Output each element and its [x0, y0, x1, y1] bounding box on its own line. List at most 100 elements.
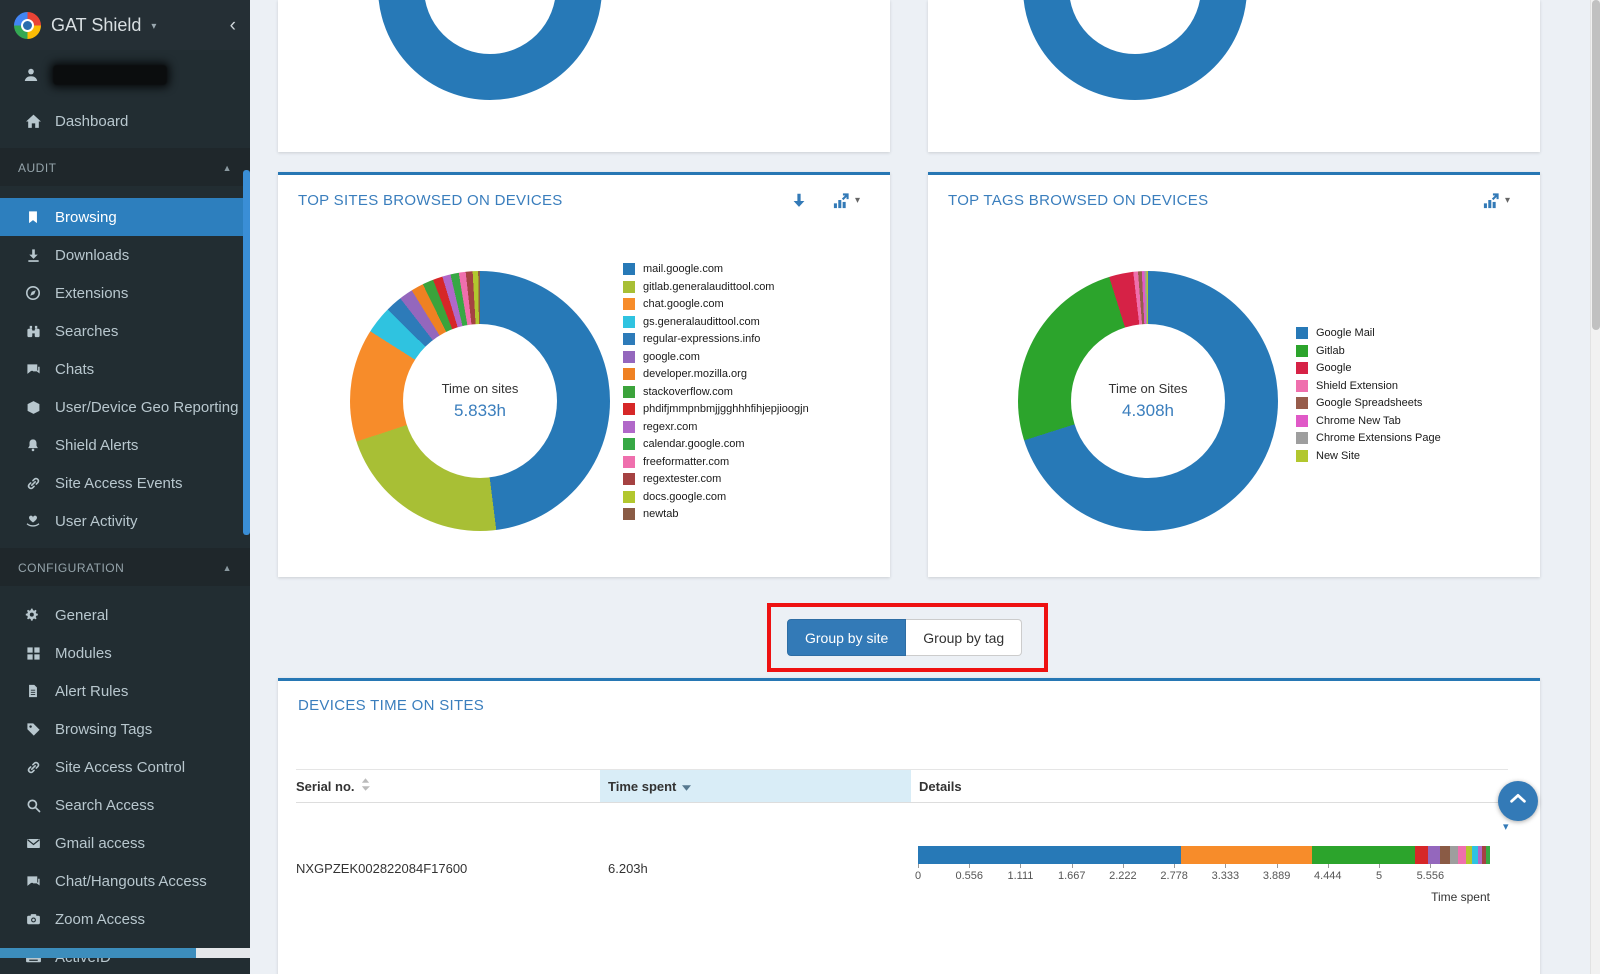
sidebar-item-chats[interactable]: Chats	[0, 350, 250, 388]
sidebar-item-alert-rules[interactable]: Alert Rules	[0, 672, 250, 710]
legend-item[interactable]: freeformatter.com	[623, 455, 809, 468]
donut-center-value: 4.308h	[1122, 401, 1174, 420]
bar-segment[interactable]	[1485, 846, 1490, 864]
legend-item[interactable]: gitlab.generalaudittool.com	[623, 280, 809, 293]
legend-swatch	[1296, 432, 1308, 444]
table-row[interactable]: NXGPZEK002822084F17600 6.203h 0 0.556 1.11…	[296, 803, 1508, 974]
bar-segment[interactable]	[1180, 846, 1312, 864]
caret-down-icon[interactable]: ▾	[854, 195, 860, 206]
devices-table: Serial no. Time spent Details	[296, 769, 1508, 974]
legend-item[interactable]: regexr.com	[623, 420, 809, 433]
sidebar-item-user-activity[interactable]: User Activity	[0, 502, 250, 540]
legend-item[interactable]: Google Spreadsheets	[1296, 397, 1441, 409]
legend-item[interactable]: Chrome Extensions Page	[1296, 432, 1441, 444]
legend-item[interactable]: google.com	[623, 350, 809, 363]
bar-segment[interactable]	[1477, 846, 1483, 864]
sidebar-item-modules[interactable]: Modules	[0, 634, 250, 672]
legend-item[interactable]: newtab	[623, 508, 809, 520]
legend-label: Gitlab	[1316, 344, 1345, 357]
legend-item[interactable]: mail.google.com	[623, 263, 809, 275]
legend-item[interactable]: calendar.google.com	[623, 438, 809, 450]
sidebar-item-downloads[interactable]: Downloads	[0, 236, 250, 274]
sidebar-item-label: Extensions	[55, 284, 129, 302]
sidebar-item-searches[interactable]: Searches	[0, 312, 250, 350]
legend-item[interactable]: docs.google.com	[623, 490, 809, 503]
axis-tick-mark	[918, 864, 919, 868]
legend-item[interactable]: developer.mozilla.org	[623, 368, 809, 380]
chat-icon	[24, 874, 42, 889]
sidebar-item-site-access-control[interactable]: Site Access Control	[0, 748, 250, 786]
sidebar-item-general[interactable]: General	[0, 596, 250, 634]
export-chart-icon[interactable]	[1482, 191, 1501, 210]
sidebar-item-gmail-access[interactable]: Gmail access	[0, 824, 250, 862]
bar-segment[interactable]	[1482, 846, 1486, 864]
audit-nav-list: Browsing Downloads Extensions Searches Chats…	[0, 198, 250, 540]
bar-segment[interactable]	[1458, 846, 1466, 864]
legend-item[interactable]: Google Mail	[1296, 327, 1441, 339]
bar-segment[interactable]	[1427, 846, 1440, 864]
bar-segment[interactable]	[1472, 846, 1478, 864]
partial-donut-chart[interactable]	[378, 0, 602, 100]
legend-item[interactable]: Chrome New Tab	[1296, 414, 1441, 427]
sidebar-vertical-scrollbar[interactable]	[243, 170, 250, 535]
legend-item[interactable]: stackoverflow.com	[623, 385, 809, 398]
legend-label: regular-expressions.info	[643, 333, 761, 345]
caret-down-icon[interactable]: ▾	[1504, 195, 1510, 206]
sidebar-user[interactable]	[0, 50, 250, 96]
brand-title[interactable]: GAT Shield	[51, 14, 142, 35]
axis-tick-label: 3.889	[1262, 870, 1291, 882]
download-icon[interactable]	[790, 192, 808, 210]
legend-item[interactable]: Gitlab	[1296, 344, 1441, 357]
caret-down-icon[interactable]: ▾	[1503, 821, 1509, 833]
sidebar-section-audit[interactable]: AUDIT ▲	[0, 148, 250, 186]
bar-segment[interactable]	[1439, 846, 1451, 864]
sidebar-section-configuration[interactable]: CONFIGURATION ▲	[0, 548, 250, 586]
sidebar-collapse-icon[interactable]: ‹	[229, 14, 236, 36]
legend-item[interactable]: regular-expressions.info	[623, 333, 809, 345]
sidebar-item-chat-hangouts-access[interactable]: Chat/Hangouts Access	[0, 862, 250, 900]
page-scrollbar-thumb[interactable]	[1592, 0, 1600, 330]
sidebar-item-site-access-events[interactable]: Site Access Events	[0, 464, 250, 502]
sidebar-item-dashboard[interactable]: Dashboard	[0, 102, 250, 140]
page-scrollbar[interactable]	[1590, 0, 1600, 974]
legend-item[interactable]: regextester.com	[623, 473, 809, 485]
sidebar-item-search-access[interactable]: Search Access	[0, 786, 250, 824]
bar-segment[interactable]	[1465, 846, 1473, 864]
legend-swatch	[623, 368, 635, 380]
legend-item[interactable]: Google	[1296, 362, 1441, 374]
bar-segment[interactable]	[1450, 846, 1459, 864]
legend-item[interactable]: Shield Extension	[1296, 379, 1441, 392]
sidebar-item-browsing[interactable]: Browsing	[0, 198, 250, 236]
table-header-row: Serial no. Time spent Details	[296, 769, 1508, 803]
sidebar-item-shield-alerts[interactable]: Shield Alerts	[0, 426, 250, 464]
column-header-time-spent[interactable]: Time spent	[600, 770, 911, 802]
card-top-tags: TOP TAGS BROWSED ON DEVICES ▾ Time on Si…	[928, 172, 1540, 577]
bar-segment[interactable]	[918, 846, 1181, 864]
brand-caret-down-icon[interactable]: ▾	[151, 21, 157, 32]
export-chart-icon[interactable]	[832, 191, 851, 210]
bar-segment[interactable]	[1415, 846, 1428, 864]
top-tags-donut-chart[interactable]: Time on Sites 4.308h	[1018, 271, 1278, 531]
sidebar-item-browsing-tags[interactable]: Browsing Tags	[0, 710, 250, 748]
group-by-tag-button[interactable]: Group by tag	[906, 619, 1023, 656]
column-header-serial[interactable]: Serial no.	[296, 770, 600, 802]
legend-label: phdifjmmpnbmjjgghhhfihjepjioogjn	[643, 403, 809, 415]
legend-swatch	[623, 490, 635, 503]
sidebar-item-zoom-access[interactable]: Zoom Access	[0, 900, 250, 938]
bar-segment[interactable]	[1311, 846, 1415, 864]
legend-item[interactable]: gs.generalaudittool.com	[623, 315, 809, 328]
sidebar-horizontal-scrollbar-thumb[interactable]	[0, 948, 196, 958]
legend-item[interactable]: New Site	[1296, 449, 1441, 462]
scroll-to-top-button[interactable]	[1498, 781, 1538, 821]
details-cell: 0 0.556 1.111 1.667 2.222 2.778 3.333 3.889 4.44…	[911, 803, 1508, 974]
legend-item[interactable]: chat.google.com	[623, 298, 809, 310]
legend-item[interactable]: phdifjmmpnbmjjgghhhfihjepjioogjn	[623, 403, 809, 415]
sidebar-item-extensions[interactable]: Extensions	[0, 274, 250, 312]
axis-tick-label: 3.333	[1211, 870, 1240, 882]
top-sites-donut-chart[interactable]: Time on sites 5.833h	[350, 271, 610, 531]
partial-donut-chart[interactable]	[1023, 0, 1247, 100]
sidebar-item-user-device-geo-reporting[interactable]: User/Device Geo Reporting	[0, 388, 250, 426]
sidebar-horizontal-scrollbar[interactable]	[0, 948, 250, 958]
time-spent-stacked-bar[interactable]	[918, 846, 1490, 864]
group-by-site-button[interactable]: Group by site	[787, 619, 907, 656]
